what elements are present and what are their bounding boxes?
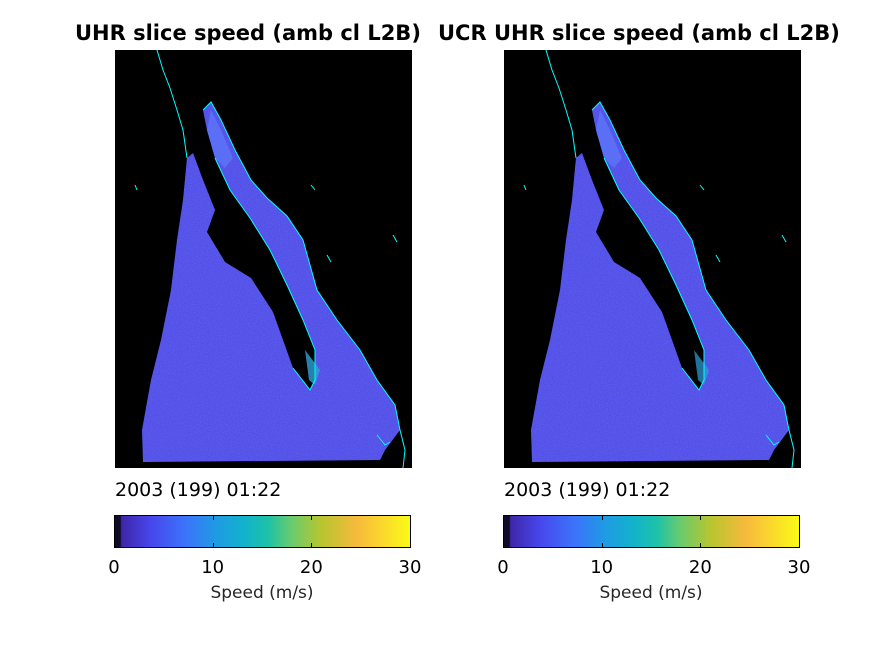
right-speed-map-svg xyxy=(523,50,795,468)
left-colorbar-label: Speed (m/s) xyxy=(210,583,314,603)
colorbar-tick-mark xyxy=(503,516,504,520)
colorbar-tick-mark xyxy=(114,516,115,520)
right-coastline xyxy=(523,50,795,468)
colorbar-tick-mark xyxy=(311,516,312,520)
colorbar-tick-mark xyxy=(602,516,603,520)
colorbar-tick-mark xyxy=(311,543,312,547)
colorbar-tick-mark xyxy=(700,516,701,520)
left-colorbar-tick-30: 30 xyxy=(398,557,422,578)
left-colorbar-tick-0: 0 xyxy=(108,557,120,578)
left-speed-map-svg xyxy=(134,50,406,468)
left-colorbar-tick-20: 20 xyxy=(299,557,323,578)
colorbar-tick-mark xyxy=(410,516,411,520)
left-colorbar xyxy=(114,515,411,548)
colorbar-tick-mark xyxy=(114,543,115,547)
right-colorbar xyxy=(503,515,800,548)
right-timestamp: 2003 (199) 01:22 xyxy=(504,479,671,501)
left-speed-map xyxy=(115,50,412,468)
left-colorbar-tick-10: 10 xyxy=(201,557,225,578)
colorbar-tick-mark xyxy=(602,543,603,547)
left-coastline xyxy=(134,50,406,468)
right-wind-swath xyxy=(531,102,789,462)
right-panel-title: UCR UHR slice speed (amb cl L2B) xyxy=(438,21,840,45)
right-colorbar-tick-30: 30 xyxy=(787,557,811,578)
right-colorbar-ramp xyxy=(504,516,799,547)
colorbar-tick-mark xyxy=(213,543,214,547)
colorbar-tick-mark xyxy=(213,516,214,520)
colorbar-tick-mark xyxy=(410,543,411,547)
right-colorbar-label: Speed (m/s) xyxy=(599,583,703,603)
colorbar-tick-mark xyxy=(503,543,504,547)
colorbar-tick-mark xyxy=(799,543,800,547)
right-colorbar-tick-20: 20 xyxy=(688,557,712,578)
colorbar-tick-mark xyxy=(700,543,701,547)
left-wind-swath xyxy=(142,102,400,462)
left-panel-title: UHR slice speed (amb cl L2B) xyxy=(75,21,421,45)
left-timestamp: 2003 (199) 01:22 xyxy=(115,479,282,501)
right-colorbar-tick-10: 10 xyxy=(590,557,614,578)
right-colorbar-tick-0: 0 xyxy=(497,557,509,578)
left-colorbar-ramp xyxy=(115,516,410,547)
right-speed-map xyxy=(504,50,801,468)
colorbar-tick-mark xyxy=(799,516,800,520)
